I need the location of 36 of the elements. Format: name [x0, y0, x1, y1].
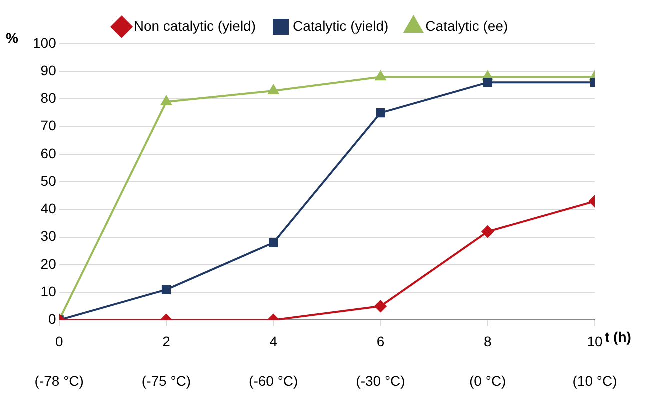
x-axis-title: t (h): [605, 329, 632, 346]
legend-label: Non catalytic (yield): [134, 18, 256, 34]
point: [161, 96, 172, 106]
point: [376, 108, 386, 118]
point: [268, 84, 279, 94]
y-tick-label: 20: [40, 256, 57, 272]
x-tick-label: 8: [484, 333, 492, 350]
y-tick-label: 30: [40, 228, 57, 244]
y-tick-label: 100: [33, 34, 57, 51]
y-tick-label: 70: [40, 118, 57, 134]
point: [162, 285, 172, 294]
y-tick-label: 40: [40, 200, 57, 217]
y-tick-label: 50: [40, 172, 57, 189]
x-tick-label: 6: [376, 333, 385, 350]
text: (-75 °C): [142, 373, 192, 390]
point: [269, 238, 278, 248]
y-tick-label: 10: [40, 283, 57, 300]
text: (-30 °C): [356, 373, 406, 390]
text: (0 °C): [470, 373, 506, 390]
y-tick-label: 80: [40, 90, 57, 106]
legend-label: Catalytic (yield): [292, 18, 389, 34]
x-tick-label: 2: [162, 333, 171, 350]
point: [482, 226, 494, 238]
text: (-78 °C): [34, 373, 84, 390]
x-tick-label: 10: [587, 333, 603, 350]
point: [374, 300, 387, 312]
point: [375, 71, 386, 81]
legend-label: Catalytic (ee): [426, 18, 508, 34]
y-tick-label: 60: [40, 145, 57, 162]
y-axis-title: %: [6, 30, 19, 46]
point: [483, 78, 492, 88]
x-tick-label: 4: [270, 333, 278, 350]
y-tick-label: 0: [48, 311, 57, 328]
text: (10 °C): [572, 373, 618, 390]
text: (-60 °C): [249, 373, 298, 390]
y-tick-label: 90: [40, 62, 57, 78]
